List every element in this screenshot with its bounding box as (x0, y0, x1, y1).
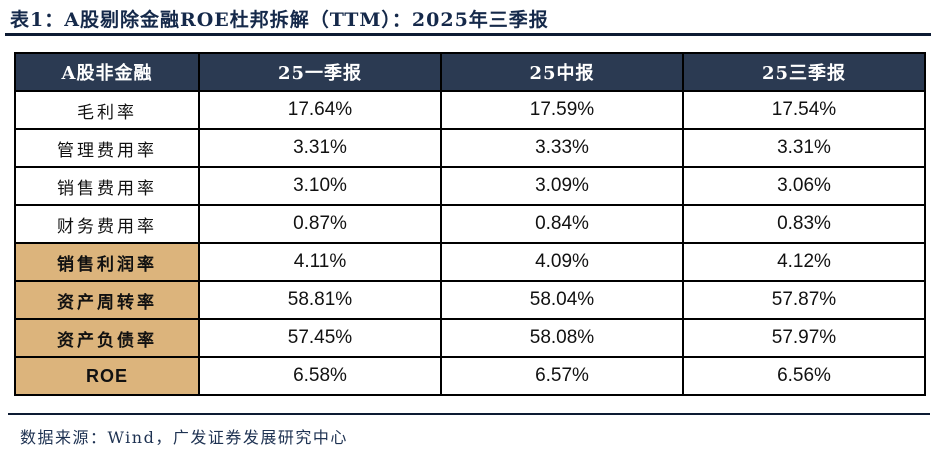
value-cell: 17.64% (198, 90, 442, 130)
value-cell: 4.09% (440, 242, 684, 282)
row-label: 财务费用率 (14, 204, 200, 244)
row-label: ROE (14, 356, 200, 396)
value-cell: 17.54% (682, 90, 926, 130)
data-source-note: 数据来源：Wind，广发证券发展研究中心 (20, 428, 348, 447)
row-label: 资产周转率 (14, 280, 200, 320)
value-cell: 17.59% (440, 90, 684, 130)
table-row: 资产周转率 58.81% 58.04% 57.87% (14, 280, 926, 320)
table-row: 财务费用率 0.87% 0.84% 0.83% (14, 204, 926, 244)
value-cell: 6.57% (440, 356, 684, 396)
row-label: 毛利率 (14, 90, 200, 130)
dupont-decomposition-table: A股非金融 25一季报 25中报 25三季报 毛利率 17.64% 17.59% 17.54… (14, 52, 926, 396)
caption-underline (5, 33, 931, 36)
header-row: A股非金融 25一季报 25中报 25三季报 (14, 52, 926, 92)
value-cell: 57.97% (682, 318, 926, 358)
value-cell: 0.87% (198, 204, 442, 244)
header-cell-period: 25中报 (440, 52, 684, 92)
footer-divider (8, 413, 930, 415)
value-cell: 57.87% (682, 280, 926, 320)
value-cell: 3.09% (440, 166, 684, 206)
value-cell: 3.31% (198, 128, 442, 168)
value-cell: 57.45% (198, 318, 442, 358)
value-cell: 6.56% (682, 356, 926, 396)
value-cell: 4.12% (682, 242, 926, 282)
value-cell: 3.33% (440, 128, 684, 168)
value-cell: 58.81% (198, 280, 442, 320)
value-cell: 4.11% (198, 242, 442, 282)
value-cell: 3.10% (198, 166, 442, 206)
table-row: 管理费用率 3.31% 3.33% 3.31% (14, 128, 926, 168)
header-cell-entity: A股非金融 (14, 52, 200, 92)
table-caption: 表1：A股剔除金融ROE杜邦拆解（TTM）：2025年三季报 (10, 9, 549, 31)
table-row: 毛利率 17.64% 17.59% 17.54% (14, 90, 926, 130)
value-cell: 58.08% (440, 318, 684, 358)
value-cell: 3.06% (682, 166, 926, 206)
table-row: ROE 6.58% 6.57% 6.56% (14, 356, 926, 396)
row-label: 管理费用率 (14, 128, 200, 168)
header-cell-period: 25三季报 (682, 52, 926, 92)
table-header: A股非金融 25一季报 25中报 25三季报 (14, 52, 926, 92)
table-row: 资产负债率 57.45% 58.08% 57.97% (14, 318, 926, 358)
table-body: 毛利率 17.64% 17.59% 17.54% 管理费用率 3.31% 3.33% 3.31… (14, 90, 926, 396)
value-cell: 0.83% (682, 204, 926, 244)
row-label: 资产负债率 (14, 318, 200, 358)
value-cell: 58.04% (440, 280, 684, 320)
row-label: 销售利润率 (14, 242, 200, 282)
table-row: 销售利润率 4.11% 4.09% 4.12% (14, 242, 926, 282)
header-cell-period: 25一季报 (198, 52, 442, 92)
table-row: 销售费用率 3.10% 3.09% 3.06% (14, 166, 926, 206)
value-cell: 6.58% (198, 356, 442, 396)
row-label: 销售费用率 (14, 166, 200, 206)
value-cell: 0.84% (440, 204, 684, 244)
value-cell: 3.31% (682, 128, 926, 168)
